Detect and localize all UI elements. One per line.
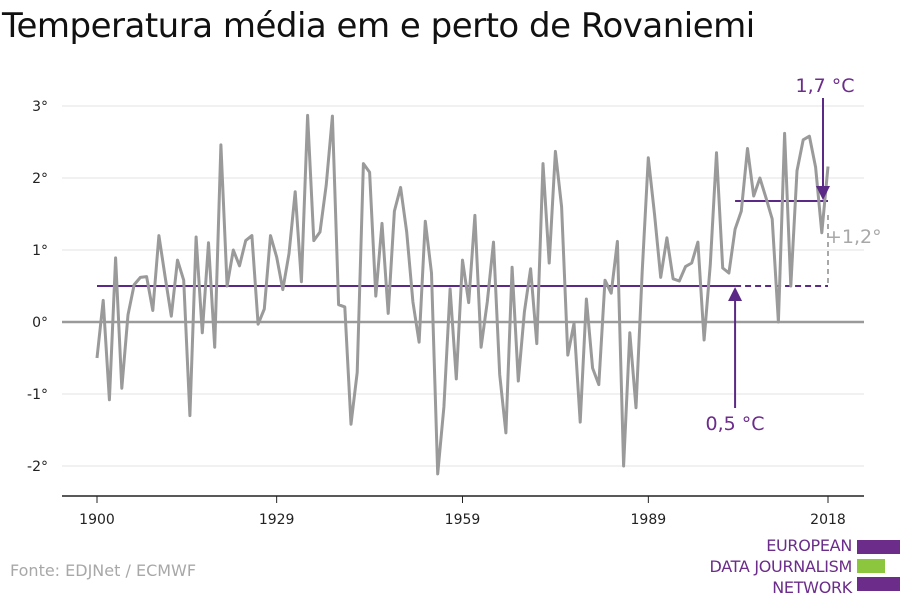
y-tick-label: 0° [32,315,48,331]
x-tick-label: 1929 [259,512,295,528]
series-layer [95,113,830,476]
annotation-difference-label: +1,2° [826,226,882,248]
logo-bar-green [857,559,885,573]
annotation-baseline-label: 0,5 °C [706,413,765,435]
logo-bar-purple-top [857,540,900,554]
annotation-recent-label: 1,7 °C [795,75,854,97]
x-tick-label: 1900 [79,512,115,528]
temperature-series-line [95,113,830,476]
axes: -2° -1° 0° 1° 2° 3° 1900 1929 1959 1989 2018 [27,99,864,528]
y-tick-label: 1° [32,243,48,259]
logo-bar-purple-bottom [857,577,900,591]
x-tick-label: 2018 [810,512,846,528]
logo-line-3: NETWORK [772,578,852,597]
x-tick-label: 1989 [631,512,667,528]
y-tick-label: -2° [27,459,48,475]
y-tick-label: -1° [27,387,48,403]
x-tick-label: 1959 [445,512,481,528]
edjnet-logo: EUROPEAN DATA JOURNALISM NETWORK [700,530,900,600]
logo-line-2: DATA JOURNALISM [709,557,853,576]
y-tick-label: 2° [32,171,48,187]
chart-title: Temperatura média em e perto de Rovaniem… [2,6,755,46]
logo-line-1: EUROPEAN [766,536,852,555]
source-note: Fonte: EDJNet / ECMWF [10,561,197,580]
y-tick-label: 3° [32,99,48,115]
annotations: 0,5 °C 1,7 °C +1,2° [706,75,882,435]
